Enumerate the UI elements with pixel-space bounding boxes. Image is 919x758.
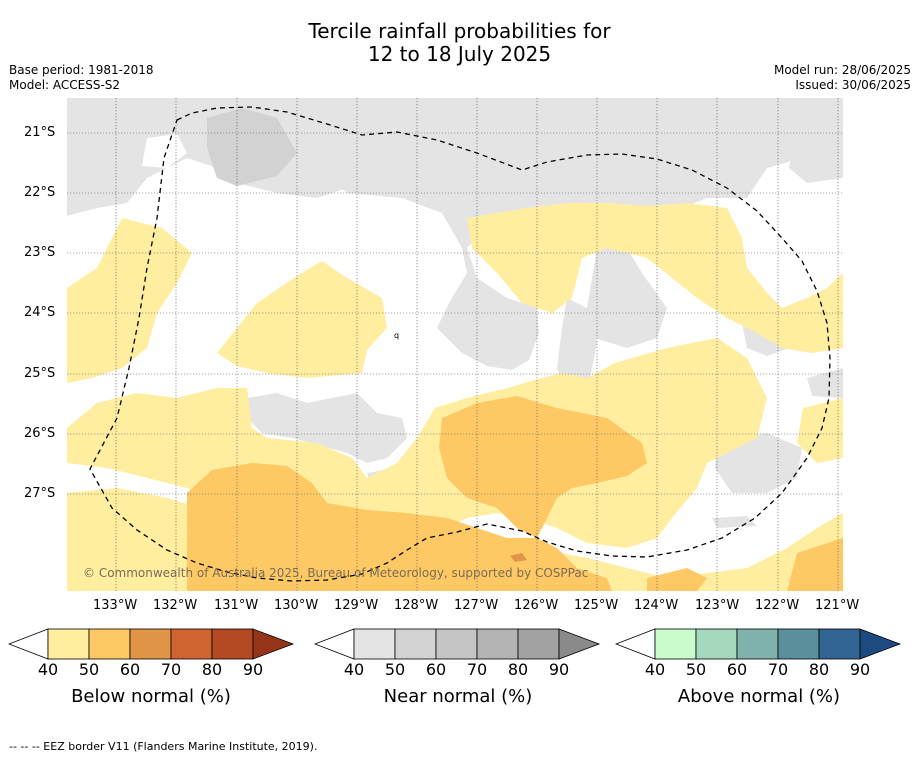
lon-label: 132°W	[153, 598, 198, 613]
lon-label: 133°W	[93, 598, 138, 613]
colorbar-tick-label: 80	[201, 660, 223, 679]
lon-label: 123°W	[695, 598, 740, 613]
lon-label: 129°W	[334, 598, 379, 613]
map-plot: q © Commonwealth of Australia 2025, Bure…	[67, 98, 843, 591]
colorbar-segment	[88, 628, 131, 660]
eez-border	[89, 106, 831, 582]
lon-label: 127°W	[454, 598, 499, 613]
lon-label: 124°W	[634, 598, 679, 613]
model-text: Model: ACCESS-S2	[9, 78, 121, 92]
colorbar-segment	[394, 628, 437, 660]
colorbar-over-triangle	[859, 628, 902, 660]
colorbar-segment	[654, 628, 697, 660]
colorbar-segment	[211, 628, 254, 660]
colorbar-tick-label: 90	[548, 660, 570, 679]
colorbar-title-above: Above normal (%)	[677, 686, 841, 707]
colorbar-tick-label: 40	[343, 660, 365, 679]
model-run-text: Model run: 28/06/2025	[773, 63, 911, 77]
lat-label: 25°S	[24, 366, 56, 381]
colorbar-tick-label: 80	[808, 660, 830, 679]
lat-label: 24°S	[24, 305, 56, 320]
below-normal-60-region	[510, 553, 527, 562]
colorbar-segment	[170, 628, 213, 660]
base-period-text: Base period: 1981-2018	[9, 63, 154, 77]
colorbar-tick-label: 60	[425, 660, 447, 679]
lon-label: 130°W	[274, 598, 319, 613]
near-normal-region-dark	[207, 108, 297, 186]
colorbar-tick-label: 80	[507, 660, 529, 679]
colorbar-tick-label: 90	[242, 660, 264, 679]
lon-label: 131°W	[214, 598, 259, 613]
lon-label: 128°W	[394, 598, 439, 613]
eez-footer-note: -- -- -- EEZ border V11 (Flanders Marine…	[9, 740, 318, 753]
colorbar-tick-label: 70	[767, 660, 789, 679]
colorbar-title-near: Near normal (%)	[383, 686, 533, 707]
colorbar-tick-label: 70	[466, 660, 488, 679]
lat-label: 22°S	[24, 185, 56, 200]
colorbar-tick-label: 50	[685, 660, 707, 679]
map-title-line1: Tercile rainfall probabilities for	[308, 19, 611, 43]
colorbar-over-triangle	[558, 628, 601, 660]
map-title-line2: 12 to 18 July 2025	[367, 42, 552, 66]
colorbar-above-normal	[615, 628, 902, 660]
lat-label: 26°S	[24, 426, 56, 441]
colorbar-segment	[47, 628, 90, 660]
gridlines	[67, 98, 843, 591]
map-mark: q	[394, 331, 399, 340]
colorbar-segment	[129, 628, 172, 660]
colorbar-segment	[736, 628, 779, 660]
colorbar-tick-label: 70	[160, 660, 182, 679]
colorbar-below-normal	[8, 628, 295, 660]
colorbar-segment	[818, 628, 861, 660]
issued-text: Issued: 30/06/2025	[795, 78, 911, 92]
colorbar-tick-label: 90	[849, 660, 871, 679]
colorbar-tick-label: 40	[644, 660, 666, 679]
lon-label: 122°W	[755, 598, 800, 613]
colorbar-tick-label: 60	[726, 660, 748, 679]
lat-label: 27°S	[24, 486, 56, 501]
colorbar-segment	[476, 628, 519, 660]
colorbar-under-triangle	[314, 628, 355, 660]
colorbar-tick-label: 50	[384, 660, 406, 679]
colorbar-under-triangle	[615, 628, 656, 660]
colorbar-tick-label: 40	[37, 660, 59, 679]
colorbar-under-triangle	[8, 628, 49, 660]
colorbar-segment	[777, 628, 820, 660]
colorbar-near-normal	[314, 628, 601, 660]
colorbar-over-triangle	[252, 628, 295, 660]
colorbar-segment	[435, 628, 478, 660]
colorbar-tick-label: 50	[78, 660, 100, 679]
lat-label: 21°S	[24, 125, 56, 140]
colorbar-segment	[353, 628, 396, 660]
colorbar-segment	[517, 628, 560, 660]
colorbar-tick-label: 60	[119, 660, 141, 679]
lat-label: 23°S	[24, 245, 56, 260]
below-normal-50-region	[187, 396, 843, 591]
colorbar-title-below: Below normal (%)	[71, 686, 231, 707]
lon-label: 125°W	[574, 598, 619, 613]
copyright-text: © Commonwealth of Australia 2025, Bureau…	[83, 566, 588, 580]
lon-label: 126°W	[514, 598, 559, 613]
lon-label: 121°W	[815, 598, 860, 613]
colorbar-segment	[695, 628, 738, 660]
